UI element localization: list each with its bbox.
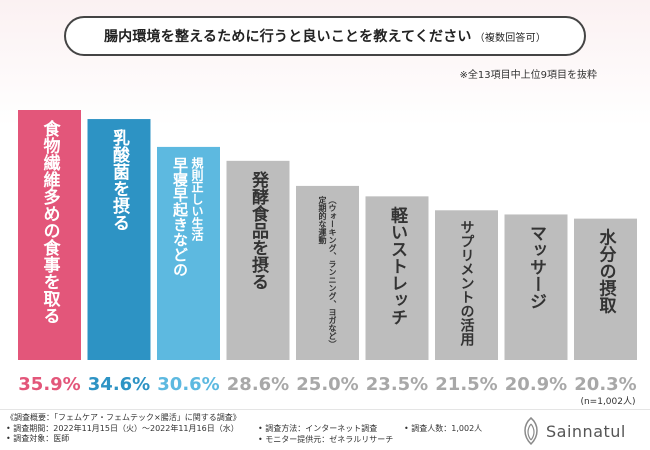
sample-size-label: (n=1,002人) [580, 397, 636, 407]
bar-2 [87, 119, 151, 361]
question-suffix: （複数回答可） [474, 32, 547, 44]
bar-label-2: 乳酸菌を摂る [109, 128, 130, 231]
bar-5 [296, 185, 359, 360]
survey-method-block: • 調査方法：インターネット調査 • モニター提供元：ゼネラルリサーチ [258, 424, 393, 445]
survey-provider: • モニター提供元：ゼネラルリサーチ [258, 434, 394, 444]
survey-period: • 調査期間：2022年11月15日（火）～2022年11月16日（水） [6, 423, 239, 433]
survey-method: • 調査方法：インターネット調査 [258, 424, 378, 433]
value-label-3: 30.6% [157, 374, 219, 395]
value-label-9: 20.3% [574, 374, 636, 395]
footer-divider [0, 409, 650, 410]
brand-name: Sainnatul [546, 421, 626, 441]
bar-label-4: 発酵食品を摂る [248, 170, 270, 290]
value-label-7: 21.5% [435, 374, 497, 395]
survey-count-block: • 調査人数：1,002人 [404, 424, 482, 435]
question-box: 腸内環境を整えるために行うと良いことを教えてください （複数回答可） [64, 16, 586, 56]
bar-label-3-line-2: 早寝早起きなどの [171, 157, 189, 277]
bar-label-7: サプリメントの活用 [459, 220, 475, 347]
bar-label-5-line-1: （ウォーキング、ランニング、ヨガなど） [328, 196, 337, 348]
bar-label-8: マッサージ [526, 224, 546, 309]
selection-note: ※全13項目中上位9項目を抜粋 [459, 70, 597, 81]
value-label-5: 25.0% [296, 374, 358, 395]
value-label-8: 20.9% [505, 374, 567, 395]
bar-1 [18, 110, 81, 360]
value-label-4: 28.6% [227, 374, 289, 395]
bar-8 [504, 214, 568, 360]
value-label-6: 23.5% [366, 374, 428, 395]
leaf-icon [524, 417, 538, 446]
bar-9 [574, 218, 637, 360]
bar-6 [365, 196, 429, 360]
bar-3 [157, 146, 220, 360]
bar-label-9: 水分の摂取 [596, 228, 617, 315]
bar-7 [435, 210, 498, 360]
value-label-1: 35.9% [18, 374, 80, 395]
survey-title: 《調査概要：「フェムケア・フェムテック×腸活」に関する調査》 [6, 413, 241, 422]
survey-target: • 調査対象：医師 [6, 434, 70, 443]
bar-label-6: 軽いストレッチ [387, 205, 408, 325]
bar-4 [226, 160, 290, 360]
survey-summary: 《調査概要：「フェムケア・フェムテック×腸活」に関する調査》 • 調査期間：20… [6, 413, 241, 445]
bar-label-3-line-1: 規則正しい生活 [190, 155, 204, 241]
bar-label-5-line-2: 定期的な運動 [318, 195, 327, 245]
brand-logo: Sainnatul [520, 414, 650, 448]
survey-count: • 調査人数：1,002人 [404, 424, 483, 433]
value-label-2: 34.6% [88, 374, 150, 395]
bar-label-1: 食物繊維多めの食事を取る [40, 119, 61, 324]
question-text: 腸内環境を整えるために行うと良いことを教えてください [103, 29, 472, 45]
